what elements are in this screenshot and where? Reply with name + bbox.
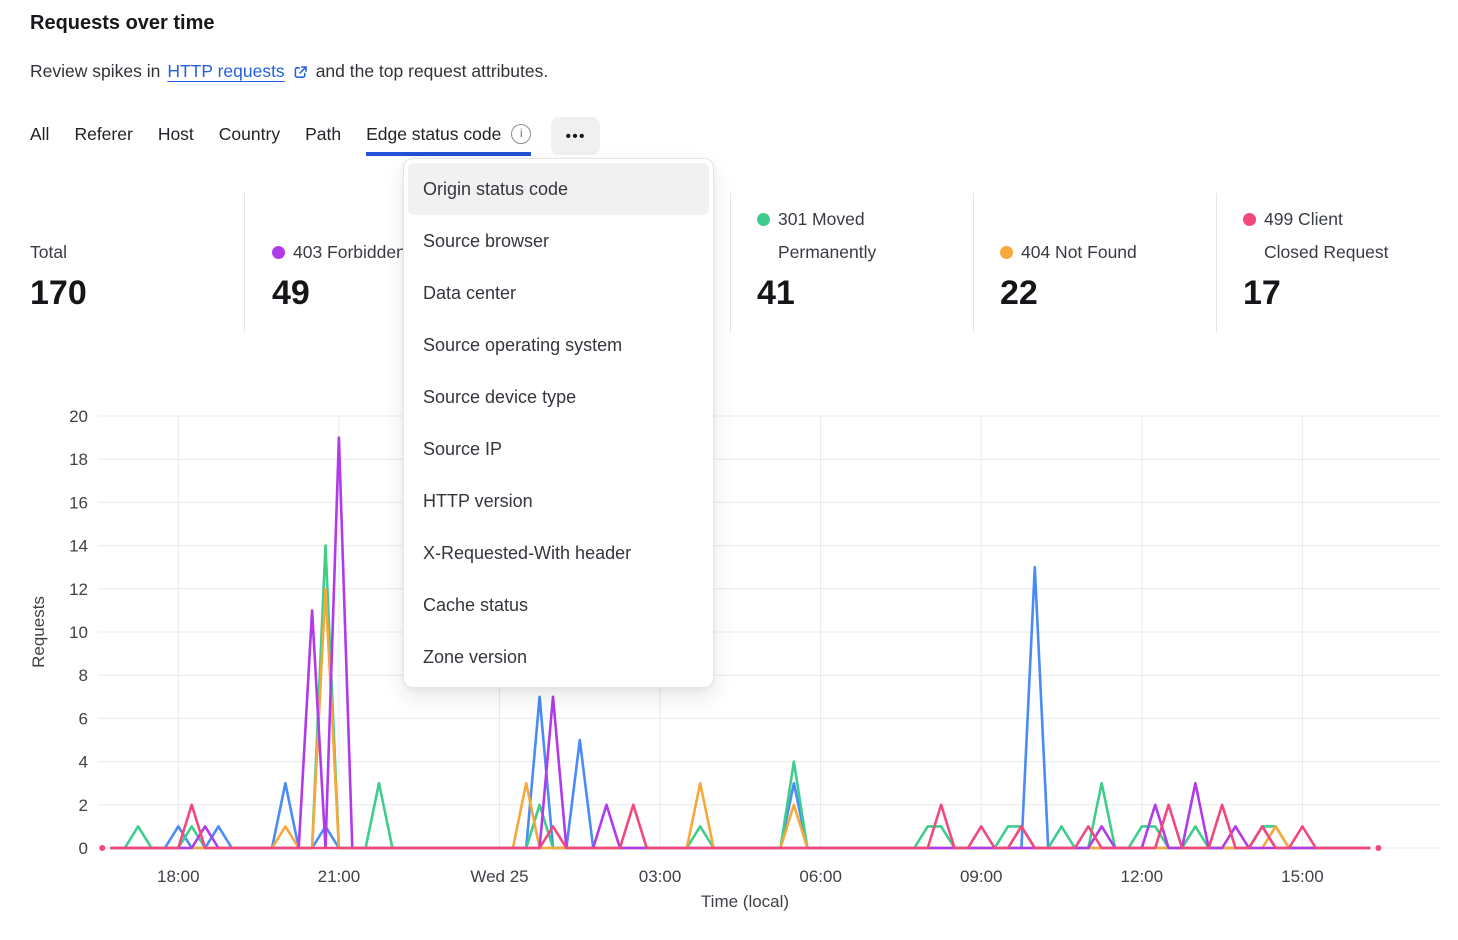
stat-label: 499 Client Closed Request — [1243, 203, 1389, 269]
stat-divider — [244, 193, 245, 333]
stat-value: 49 — [272, 274, 310, 312]
stat-label-line: 301 Moved — [778, 209, 865, 229]
x-tick-label: Wed 25 — [470, 867, 528, 886]
y-tick-label: 8 — [79, 666, 88, 685]
stat-block-total: Total 170 — [30, 196, 87, 310]
stat-label-line: 403 Forbidden — [293, 242, 406, 262]
series-color-dot — [757, 213, 770, 226]
stat-label: 404 Not Found — [1000, 236, 1137, 269]
series-start-dot — [99, 845, 106, 851]
x-tick-label: 09:00 — [960, 867, 1003, 886]
y-tick-label: 4 — [79, 753, 88, 772]
page-title: Requests over time — [30, 12, 215, 34]
stat-value: 41 — [757, 274, 795, 312]
x-tick-label: 18:00 — [157, 867, 200, 886]
stat-value: 170 — [30, 274, 87, 312]
y-axis-title: Requests — [29, 596, 48, 668]
menu-item-zone-version[interactable]: Zone version — [423, 647, 528, 667]
external-link-icon — [294, 66, 307, 78]
y-tick-label: 20 — [69, 407, 88, 426]
info-icon[interactable]: i — [511, 124, 532, 144]
series-end-dot — [1375, 845, 1382, 851]
stat-block-301-moved-permanently: 301 Moved Permanently 41 — [757, 196, 876, 310]
stat-value: 22 — [1000, 274, 1038, 312]
y-tick-label: 14 — [69, 537, 88, 556]
page-subtitle: Review spikes in HTTP requests and the t… — [30, 61, 548, 82]
stat-label-line: 499 Client — [1264, 209, 1343, 229]
stat-divider — [1216, 193, 1217, 333]
y-tick-label: 18 — [69, 450, 88, 469]
subtitle-prefix: Review spikes in — [30, 61, 161, 81]
stat-label: Total — [30, 236, 87, 269]
stat-value: 17 — [1243, 274, 1281, 312]
menu-item-data-center[interactable]: Data center — [423, 283, 517, 303]
stat-label-line: Closed Request — [1264, 242, 1389, 262]
stat-block-403-forbidden: 403 Forbidden 49 — [272, 196, 406, 310]
menu-item-source-device-type[interactable]: Source device type — [423, 387, 577, 407]
stat-label: 301 Moved Permanently — [757, 203, 876, 269]
stat-block-404-not-found: 404 Not Found 22 — [1000, 196, 1137, 310]
series-line-499-client-closed-request — [110, 803, 1371, 850]
tab-all[interactable]: All — [30, 123, 50, 144]
stat-label-line: Permanently — [778, 242, 877, 262]
y-tick-label: 16 — [69, 493, 88, 512]
menu-item-origin-status-code[interactable]: Origin status code — [408, 163, 709, 215]
selected-tab-label: Edge status code — [366, 123, 502, 144]
y-tick-label: 0 — [79, 839, 88, 858]
stat-label: 403 Forbidden — [272, 236, 406, 269]
stat-divider — [973, 193, 974, 333]
series-color-dot — [1000, 246, 1013, 259]
tab-referer[interactable]: Referer — [74, 123, 133, 144]
x-tick-label: 21:00 — [318, 867, 361, 886]
y-tick-label: 2 — [79, 796, 88, 815]
menu-item-cache-status[interactable]: Cache status — [423, 595, 529, 615]
stat-block-499-client-closed-request: 499 Client Closed Request 17 — [1243, 196, 1389, 310]
x-tick-label: 03:00 — [639, 867, 682, 886]
tab-host[interactable]: Host — [157, 123, 194, 144]
series-line-403-forbidden — [110, 436, 1371, 850]
x-tick-label: 06:00 — [799, 867, 842, 886]
attribute-dropdown-menu: Origin status code Source browser Data cen… — [403, 158, 714, 688]
subtitle-suffix: and the top request attributes. — [315, 61, 549, 81]
tab-edge-status-code-selected[interactable]: Edge status code i — [366, 116, 532, 156]
x-tick-label: 12:00 — [1121, 867, 1164, 886]
y-tick-label: 12 — [69, 580, 88, 599]
tab-path[interactable]: Path — [305, 123, 342, 144]
stat-label-line: Total — [30, 242, 67, 262]
stat-divider — [730, 193, 731, 333]
y-tick-label: 10 — [69, 623, 88, 642]
x-axis-title: Time (local) — [701, 892, 789, 911]
menu-item-source-operating-system[interactable]: Source operating system — [423, 335, 623, 355]
x-tick-label: 15:00 — [1281, 867, 1324, 886]
http-requests-link[interactable]: HTTP requests — [167, 61, 285, 81]
menu-item-x-requested-with-header[interactable]: X-Requested-With header — [423, 543, 632, 563]
more-attributes-button[interactable]: ••• — [551, 117, 601, 155]
menu-item-source-browser[interactable]: Source browser — [423, 231, 550, 251]
menu-item-source-ip[interactable]: Source IP — [423, 439, 503, 459]
series-color-dot — [1243, 213, 1256, 226]
series-color-dot — [272, 246, 285, 259]
stat-label-line: 404 Not Found — [1021, 242, 1137, 262]
tab-country[interactable]: Country — [218, 123, 281, 144]
attribute-tab-bar: All Referer Host Country Path Edge status cod… — [30, 116, 601, 156]
menu-item-http-version[interactable]: HTTP version — [423, 491, 533, 511]
y-tick-label: 6 — [79, 709, 88, 728]
